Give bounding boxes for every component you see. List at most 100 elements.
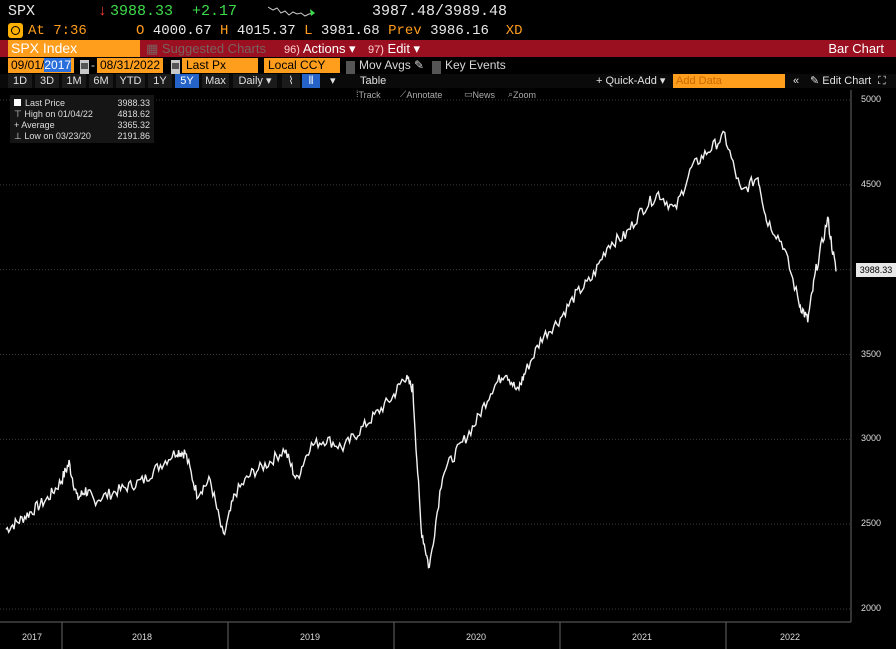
field-select[interactable]: Last Px: [182, 58, 258, 73]
legend-avg-text: Average: [21, 120, 55, 130]
chart-legend[interactable]: Last Price 3988.33 ⊤ High on 01/04/22 48…: [10, 95, 154, 143]
suggested-charts-button[interactable]: ▦ Suggested Charts: [146, 40, 266, 57]
start-date-monthday: 09/01/: [11, 58, 45, 72]
suggested-charts-label: Suggested Charts: [161, 41, 266, 56]
annotate-label: Annotate: [406, 90, 443, 100]
quote-time: At 7:36: [28, 23, 87, 39]
edit-label: Edit ▾: [387, 41, 421, 56]
series-swatch: [14, 99, 21, 106]
ticker-symbol: SPX: [8, 3, 36, 20]
clock-icon[interactable]: [8, 23, 23, 38]
chart-type-label: Bar Chart: [828, 41, 884, 56]
ohlc-values: O 4000.67 H 4015.37 L 3981.68 Prev 3986.…: [136, 23, 523, 39]
zoom-tool[interactable]: ⌕ Zoom: [508, 89, 537, 100]
x-tick-label: 2020: [466, 632, 487, 642]
x-tick-label: 2022: [780, 632, 801, 642]
legend-last-value: 3988.33: [117, 98, 150, 108]
legend-last-label: Last Price: [14, 98, 65, 108]
price-series-line: [5, 130, 837, 569]
y-tick-label: 3500: [861, 348, 882, 359]
x-tick-label: 2018: [132, 632, 153, 642]
legend-high-text: High on 01/04/22: [24, 109, 93, 119]
period-ytd[interactable]: YTD: [116, 74, 145, 88]
period-bar: 1D 3D 1M 6M YTD 1Y 5Y Max Daily ▾ ⌇ ⫴ ▾ …: [0, 74, 896, 88]
legend-last-text: Last Price: [25, 98, 66, 108]
period-5y[interactable]: 5Y: [175, 74, 199, 88]
legend-low-text: Low on 03/23/20: [24, 131, 91, 141]
y-tick-label: 5000: [861, 94, 882, 104]
legend-high-label: ⊤ High on 01/04/22: [14, 109, 93, 119]
x-tick-label: 2019: [300, 632, 321, 642]
quick-add-button[interactable]: + Quick-Add ▾: [596, 75, 666, 87]
currency-select[interactable]: Local CCY: [264, 58, 340, 73]
line-chart-icon[interactable]: ⌇: [282, 74, 300, 88]
track-label: Track: [358, 90, 381, 100]
actions-label: Actions ▾: [302, 41, 356, 56]
date-range-bar: 09/01/2017 - 08/31/2022 Last Px Local CC…: [0, 58, 896, 76]
chart-style-dropdown-icon[interactable]: ▾: [330, 75, 336, 87]
x-tick-label: 2021: [632, 632, 653, 642]
mov-avgs-checkbox[interactable]: [346, 61, 355, 76]
last-price: 3988.33: [110, 3, 174, 20]
period-3d[interactable]: 3D: [35, 74, 59, 88]
pencil-icon: ✎: [810, 75, 823, 87]
legend-high-value: 4818.62: [117, 109, 150, 119]
news-tool[interactable]: ▭ News: [464, 89, 496, 100]
start-date-year: 2017: [44, 58, 72, 72]
low-value: 3981.68: [320, 23, 380, 39]
track-tool[interactable]: ⁞ Track: [356, 89, 381, 100]
legend-avg-label: + Average: [14, 120, 55, 130]
price-chart[interactable]: [0, 90, 896, 649]
ticker-header: SPX ↓ 3988.33 +2.17 3987.48/3989.48: [0, 0, 896, 22]
chart-grid: [0, 99, 851, 610]
period-1y[interactable]: 1Y: [148, 74, 172, 88]
down-arrow-icon: ↓: [98, 3, 108, 20]
period-1d[interactable]: 1D: [8, 74, 32, 88]
quote-details: At 7:36 O 4000.67 H 4015.37 L 3981.68 Pr…: [0, 22, 896, 40]
period-1m[interactable]: 1M: [62, 74, 86, 88]
actions-menu[interactable]: 96) Actions ▾: [284, 40, 356, 57]
annotate-tool[interactable]: ⟋ Annotate: [400, 89, 443, 100]
period-max[interactable]: Max: [202, 74, 229, 88]
calendar-icon[interactable]: [171, 60, 180, 75]
table-button[interactable]: Table: [360, 75, 387, 87]
y-tick-label: 4500: [861, 178, 882, 189]
news-label: News: [472, 90, 496, 100]
ex-dividend-flag: XD: [505, 23, 523, 39]
edit-number: 97): [368, 44, 384, 56]
actions-number: 96): [284, 44, 300, 56]
mov-avgs-label: Mov Avgs: [359, 58, 411, 72]
open-label: O: [136, 23, 145, 39]
y-tick-label: 3000: [861, 433, 882, 444]
add-data-input[interactable]: Add Data: [673, 74, 785, 88]
expand-icon[interactable]: ⛶: [878, 75, 886, 87]
prev-label: Prev: [388, 23, 422, 39]
interval-select[interactable]: Daily ▾: [233, 74, 277, 88]
edit-chart-button[interactable]: ✎ Edit Chart: [810, 74, 871, 88]
chart-icon: ▦: [146, 41, 162, 56]
pencil-icon[interactable]: ✎: [414, 58, 425, 72]
chart-toolbar: SPX Index ▦ Suggested Charts 96) Actions…: [0, 40, 896, 57]
security-input[interactable]: SPX Index: [8, 40, 140, 57]
high-value: 4015.37: [236, 23, 296, 39]
sparkline-icon: [268, 6, 315, 17]
high-label: H: [220, 23, 229, 39]
bar-chart-icon[interactable]: ⫴: [302, 74, 320, 88]
legend-avg-value: 3365.32: [117, 120, 150, 130]
collapse-icon[interactable]: «: [793, 75, 800, 87]
prev-value: 3986.16: [430, 23, 489, 39]
legend-low-label: ⊥ Low on 03/23/20: [14, 131, 91, 141]
start-date-input[interactable]: 09/01/2017: [8, 58, 75, 73]
x-tick-label: 2017: [22, 632, 43, 642]
zoom-label: Zoom: [513, 90, 537, 100]
calendar-icon[interactable]: [80, 60, 89, 75]
period-6m[interactable]: 6M: [89, 74, 113, 88]
edit-menu[interactable]: 97) Edit ▾: [368, 40, 420, 57]
open-value: 4000.67: [152, 23, 212, 39]
key-events-label: Key Events: [445, 58, 506, 72]
low-label: L: [304, 23, 313, 39]
y-tick-label: 2500: [861, 518, 882, 529]
end-date-input[interactable]: 08/31/2022: [97, 58, 164, 73]
key-events-checkbox[interactable]: [432, 61, 441, 76]
chart-tools: ⁞ Track ⟋ Annotate ▭ News ⌕ Zoom: [0, 88, 896, 100]
